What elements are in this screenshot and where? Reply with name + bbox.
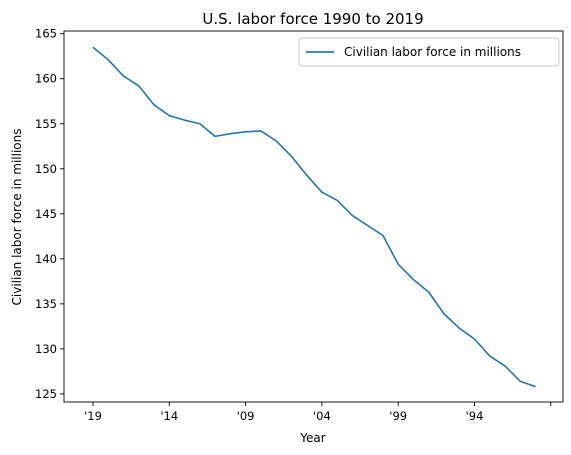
data-point (107, 59, 109, 61)
x-tick-label: '09 (237, 409, 255, 423)
data-point (352, 215, 354, 217)
data-point (336, 199, 338, 201)
data-point (535, 386, 537, 388)
data-point (229, 133, 231, 135)
data-point (382, 235, 384, 237)
data-point (275, 140, 277, 142)
data-point (306, 174, 308, 176)
legend-box (298, 37, 560, 67)
series-layer (92, 46, 537, 388)
y-tick-label: 140 (35, 252, 57, 266)
data-point (290, 155, 292, 157)
legend: Civilian labor force in millions (298, 37, 560, 67)
x-tick-label: '04 (313, 409, 331, 423)
chart-title: U.S. labor force 1990 to 2019 (202, 10, 423, 28)
plot-frame (63, 30, 564, 403)
y-tick-label: 130 (35, 342, 57, 356)
data-point (138, 85, 140, 87)
data-point (168, 115, 170, 117)
axis-ticks: 125 130 135 140 145 150 155 160 165 '19 '14 '09 '04 '… (35, 27, 552, 423)
y-tick-label: 150 (35, 162, 57, 176)
data-point (519, 380, 521, 382)
legend-label: Civilian labor force in millions (344, 45, 521, 59)
y-tick-label: 145 (35, 207, 57, 221)
data-point (214, 135, 216, 137)
x-tick-label: '94 (466, 409, 484, 423)
y-tick-label: 155 (35, 117, 57, 131)
data-point (260, 130, 262, 132)
y-tick-label: 160 (35, 72, 57, 86)
y-axis-label: Civilian labor force in millions (10, 129, 24, 306)
data-point (458, 327, 460, 329)
data-point (474, 338, 476, 340)
data-point (428, 291, 430, 293)
data-point (397, 263, 399, 265)
data-point (123, 75, 125, 77)
data-point (153, 104, 155, 106)
data-point (92, 46, 94, 48)
x-tick-label: '99 (389, 409, 407, 423)
data-point (199, 123, 201, 125)
data-point (504, 365, 506, 367)
data-point (367, 225, 369, 227)
data-point (489, 355, 491, 357)
data-point (413, 279, 415, 281)
y-tick-label: 165 (35, 27, 57, 41)
x-tick-label: '19 (84, 409, 102, 423)
x-tick-label: '14 (160, 409, 178, 423)
data-point (245, 131, 247, 133)
x-axis-label: Year (299, 431, 325, 445)
y-tick-label: 125 (35, 387, 57, 401)
data-point (321, 191, 323, 193)
data-point (184, 119, 186, 121)
data-point (443, 313, 445, 315)
y-tick-label: 135 (35, 297, 57, 311)
series-line-0 (92, 46, 536, 388)
